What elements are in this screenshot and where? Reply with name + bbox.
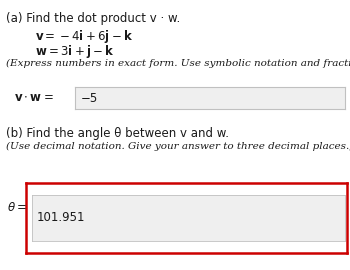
Text: (a) Find the dot product v · w.: (a) Find the dot product v · w. bbox=[6, 12, 181, 25]
Text: 101.951: 101.951 bbox=[37, 211, 86, 224]
Text: $\mathbf{w} = 3\mathbf{i} + \mathbf{j} - \mathbf{k}$: $\mathbf{w} = 3\mathbf{i} + \mathbf{j} -… bbox=[35, 43, 115, 60]
Text: −5: −5 bbox=[80, 92, 98, 105]
Text: (Express numbers in exact form. Use symbolic notation and fractions where needed: (Express numbers in exact form. Use symb… bbox=[6, 59, 350, 68]
Text: $\theta =$: $\theta =$ bbox=[7, 201, 27, 214]
Text: (b) Find the angle θ between v and w.: (b) Find the angle θ between v and w. bbox=[6, 127, 229, 140]
Text: $\mathbf{v} = -4\mathbf{i} + 6\mathbf{j} - \mathbf{k}$: $\mathbf{v} = -4\mathbf{i} + 6\mathbf{j}… bbox=[35, 28, 133, 45]
Text: $\mathbf{v} \cdot \mathbf{w} =$: $\mathbf{v} \cdot \mathbf{w} =$ bbox=[14, 91, 54, 104]
Text: (Use decimal notation. Give your answer to three decimal places.): (Use decimal notation. Give your answer … bbox=[6, 142, 350, 151]
